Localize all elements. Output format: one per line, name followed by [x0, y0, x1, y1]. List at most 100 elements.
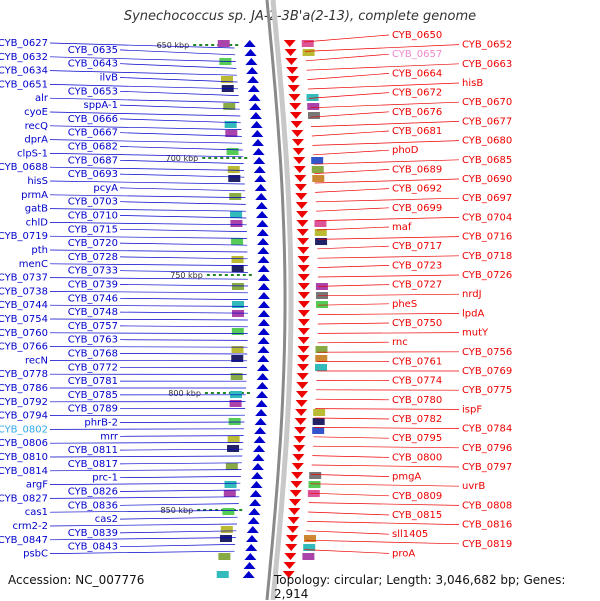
- left-gene-label: CYB_0719: [0, 231, 48, 242]
- feature-block: [312, 427, 324, 434]
- left-leader-line: [120, 517, 238, 519]
- left-gene-label: CYB_0785: [68, 390, 118, 401]
- forward-gene-arrow: [258, 256, 270, 263]
- reverse-gene-arrow: [295, 184, 307, 191]
- forward-gene-arrow: [248, 517, 260, 524]
- left-leader-line: [50, 181, 245, 184]
- left-gene-label: CYB_0772: [68, 362, 118, 373]
- left-leader-line: [120, 147, 243, 151]
- right-leader-line: [315, 179, 459, 183]
- forward-gene-arrow: [244, 553, 256, 560]
- right-leader-line: [317, 246, 389, 249]
- right-leader-line: [308, 512, 389, 515]
- reverse-gene-arrow: [297, 373, 309, 380]
- left-leader-line: [120, 326, 248, 327]
- left-gene-label: CYB_0802: [0, 424, 48, 435]
- right-gene-label: CYB_0716: [462, 232, 512, 243]
- forward-gene-arrow: [253, 445, 265, 452]
- right-leader-line: [315, 189, 389, 193]
- right-leader-line: [318, 333, 459, 334]
- feature-block: [230, 211, 242, 218]
- kbp-tick-label: 800 kbp: [168, 389, 201, 398]
- left-gene-label: CYB_0627: [0, 38, 48, 49]
- forward-gene-arrow: [257, 346, 269, 353]
- forward-gene-arrow: [251, 130, 263, 137]
- left-leader-line: [120, 174, 244, 177]
- left-gene-label: CYB_0682: [68, 142, 118, 153]
- right-gene-label: CYB_0681: [392, 126, 442, 137]
- left-gene-label: CYB_0634: [0, 66, 48, 77]
- reverse-gene-arrow: [298, 319, 310, 326]
- feature-block: [227, 148, 239, 155]
- right-gene-label: CYB_0717: [392, 241, 442, 252]
- feature-block: [304, 535, 316, 542]
- right-leader-line: [313, 150, 389, 155]
- left-gene-label: CYB_0814: [0, 466, 48, 477]
- feature-block: [229, 418, 241, 425]
- feature-block: [315, 355, 327, 362]
- left-gene-label: CYB_0738: [0, 286, 48, 297]
- right-leader-line: [306, 54, 389, 61]
- feature-block: [232, 265, 244, 272]
- left-gene-label: phrB-2: [84, 418, 118, 429]
- reverse-gene-arrow: [287, 76, 299, 83]
- forward-gene-arrow: [249, 499, 261, 506]
- left-gene-label: sppA-1: [84, 100, 119, 111]
- forward-gene-arrow: [243, 571, 255, 578]
- right-gene-label: CYB_0697: [462, 193, 512, 204]
- left-gene-label: recQ: [25, 121, 49, 132]
- left-gene-label: CYB_0827: [0, 493, 48, 504]
- reverse-gene-arrow: [293, 157, 305, 164]
- forward-gene-arrow: [251, 121, 263, 128]
- left-leader-line: [50, 442, 243, 443]
- reverse-gene-arrow: [294, 436, 306, 443]
- feature-block: [225, 481, 237, 488]
- forward-gene-arrow: [258, 337, 270, 344]
- left-gene-label: CYB_0746: [68, 293, 118, 304]
- forward-gene-arrow: [254, 175, 266, 182]
- right-gene-label: CYB_0784: [462, 424, 512, 435]
- right-leader-line: [306, 540, 459, 544]
- forward-gene-arrow: [257, 229, 269, 236]
- reverse-gene-arrow: [285, 58, 297, 65]
- right-leader-line: [309, 93, 389, 99]
- reverse-gene-arrow: [288, 85, 300, 92]
- left-gene-label: CYB_0720: [68, 238, 118, 249]
- feature-block: [229, 193, 241, 200]
- right-leader-line: [310, 493, 389, 496]
- forward-gene-arrow: [252, 463, 264, 470]
- reverse-gene-arrow: [289, 94, 301, 101]
- forward-gene-arrow: [248, 508, 260, 515]
- right-gene-label: lpdA: [462, 308, 484, 319]
- reverse-gene-arrow: [290, 490, 302, 497]
- reverse-gene-arrow: [296, 382, 308, 389]
- left-leader-line: [120, 133, 242, 137]
- right-gene-label: CYB_0650: [392, 30, 442, 41]
- reverse-gene-arrow: [293, 148, 305, 155]
- right-leader-line: [310, 112, 389, 117]
- left-gene-label: CYB_0839: [68, 528, 118, 539]
- left-leader-line: [120, 422, 244, 423]
- reverse-gene-arrow: [297, 247, 309, 254]
- forward-gene-arrow: [244, 562, 256, 569]
- forward-gene-arrow: [251, 472, 263, 479]
- right-gene-label: CYB_0796: [462, 443, 512, 454]
- forward-gene-arrow: [258, 328, 270, 335]
- right-leader-line: [318, 323, 389, 324]
- right-leader-line: [316, 217, 459, 220]
- right-leader-line: [318, 285, 389, 287]
- left-gene-label: clpS-1: [17, 148, 48, 159]
- right-gene-label: CYB_0756: [462, 347, 512, 358]
- feature-block: [218, 553, 230, 560]
- reverse-gene-arrow: [285, 49, 297, 56]
- right-gene-label: CYB_0663: [462, 59, 512, 70]
- left-gene-label: CYB_0728: [68, 252, 118, 263]
- right-gene-label: nrdJ: [462, 289, 482, 300]
- reverse-gene-arrow: [296, 391, 308, 398]
- reverse-gene-arrow: [287, 526, 299, 533]
- topology-label: Topology: circular; Length: 3,046,682 bp…: [274, 573, 600, 601]
- left-gene-label: CYB_0806: [0, 438, 48, 449]
- left-gene-label: recN: [25, 355, 48, 366]
- left-gene-label: CYB_0739: [68, 280, 118, 291]
- left-leader-line: [120, 285, 248, 287]
